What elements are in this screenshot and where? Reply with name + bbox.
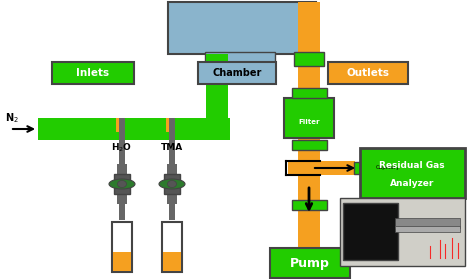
Bar: [167, 192, 177, 204]
Bar: [343, 203, 398, 260]
Bar: [112, 222, 132, 272]
Text: Analyzer: Analyzer: [390, 179, 434, 187]
Bar: [395, 218, 460, 228]
Bar: [169, 118, 175, 140]
Text: H$_2$O: H$_2$O: [111, 142, 133, 154]
Text: TMA: TMA: [161, 143, 183, 153]
FancyBboxPatch shape: [328, 62, 408, 84]
Bar: [119, 140, 125, 220]
Text: Outlets: Outlets: [346, 68, 390, 78]
Bar: [292, 140, 327, 150]
Bar: [169, 140, 175, 220]
Text: N$_2$: N$_2$: [5, 111, 19, 125]
Bar: [119, 118, 125, 140]
Bar: [116, 118, 124, 132]
Bar: [340, 198, 465, 266]
Bar: [292, 88, 327, 98]
Bar: [270, 248, 350, 278]
Bar: [117, 164, 127, 176]
Bar: [294, 52, 324, 66]
FancyBboxPatch shape: [367, 160, 409, 176]
Bar: [284, 98, 334, 138]
Bar: [205, 52, 275, 64]
Bar: [167, 164, 177, 176]
Bar: [117, 192, 127, 204]
Bar: [395, 226, 460, 232]
Bar: [113, 252, 131, 271]
Bar: [168, 2, 316, 54]
Text: Inlets: Inlets: [76, 68, 109, 78]
Text: Capillary: Capillary: [376, 165, 400, 170]
Text: Filter: Filter: [298, 119, 320, 125]
Bar: [288, 161, 302, 175]
Bar: [38, 118, 230, 140]
Bar: [320, 161, 355, 175]
Ellipse shape: [167, 181, 176, 187]
Text: Residual Gas: Residual Gas: [379, 160, 445, 170]
FancyBboxPatch shape: [360, 148, 465, 198]
Bar: [292, 200, 327, 210]
Bar: [298, 2, 320, 267]
Bar: [166, 118, 174, 132]
Bar: [206, 54, 228, 129]
Ellipse shape: [118, 181, 127, 187]
Text: Pump: Pump: [290, 256, 330, 270]
Bar: [162, 222, 182, 272]
Ellipse shape: [159, 179, 185, 189]
Bar: [164, 174, 180, 194]
FancyBboxPatch shape: [52, 62, 134, 84]
Text: Chamber: Chamber: [212, 68, 262, 78]
Bar: [163, 252, 181, 271]
FancyBboxPatch shape: [198, 62, 276, 84]
Bar: [354, 162, 366, 174]
Bar: [114, 174, 130, 194]
Ellipse shape: [109, 179, 135, 189]
